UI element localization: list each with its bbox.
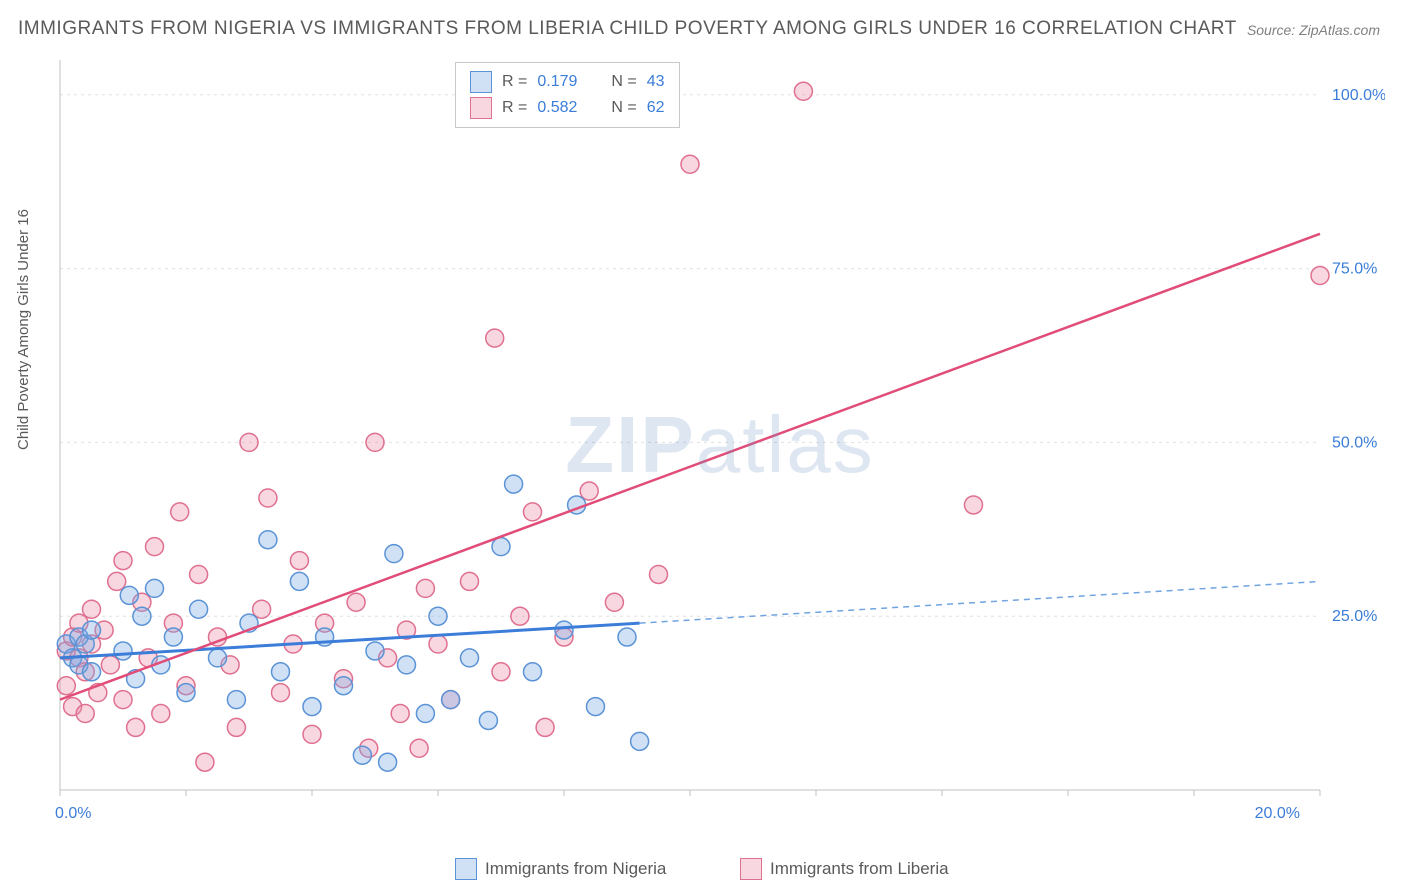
r-value-nigeria: 0.179	[537, 73, 577, 91]
legend-liberia: Immigrants from Liberia	[740, 858, 949, 880]
svg-text:100.0%: 100.0%	[1332, 87, 1385, 104]
swatch-nigeria	[455, 858, 477, 880]
swatch-liberia	[470, 97, 492, 119]
legend-label-nigeria: Immigrants from Nigeria	[485, 859, 666, 879]
stats-row-liberia: R = 0.582 N = 62	[470, 95, 665, 121]
r-label: R =	[502, 99, 527, 117]
stats-legend: R = 0.179 N = 43 R = 0.582 N = 62	[455, 62, 680, 128]
stats-row-nigeria: R = 0.179 N = 43	[470, 69, 665, 95]
n-value-nigeria: 43	[647, 73, 665, 91]
svg-text:75.0%: 75.0%	[1332, 261, 1377, 278]
n-value-liberia: 62	[647, 99, 665, 117]
svg-text:0.0%: 0.0%	[55, 805, 91, 822]
swatch-nigeria	[470, 71, 492, 93]
svg-text:50.0%: 50.0%	[1332, 434, 1377, 451]
y-axis-label: Child Poverty Among Girls Under 16	[15, 209, 32, 450]
r-label: R =	[502, 73, 527, 91]
svg-text:25.0%: 25.0%	[1332, 608, 1377, 625]
chart-title: IMMIGRANTS FROM NIGERIA VS IMMIGRANTS FR…	[18, 18, 1237, 40]
n-label: N =	[611, 73, 636, 91]
n-label: N =	[611, 99, 636, 117]
svg-text:20.0%: 20.0%	[1255, 805, 1300, 822]
swatch-liberia	[740, 858, 762, 880]
source-attribution: Source: ZipAtlas.com	[1247, 22, 1380, 38]
chart-area: 25.0%50.0%75.0%100.0%0.0%20.0% ZIPatlas …	[55, 55, 1385, 835]
legend-nigeria: Immigrants from Nigeria	[455, 858, 666, 880]
r-value-liberia: 0.582	[537, 99, 577, 117]
scatter-chart: 25.0% 50.0% 75.0% 100.0% 0.0% 20.0%	[55, 55, 1385, 835]
legend-label-liberia: Immigrants from Liberia	[770, 859, 949, 879]
